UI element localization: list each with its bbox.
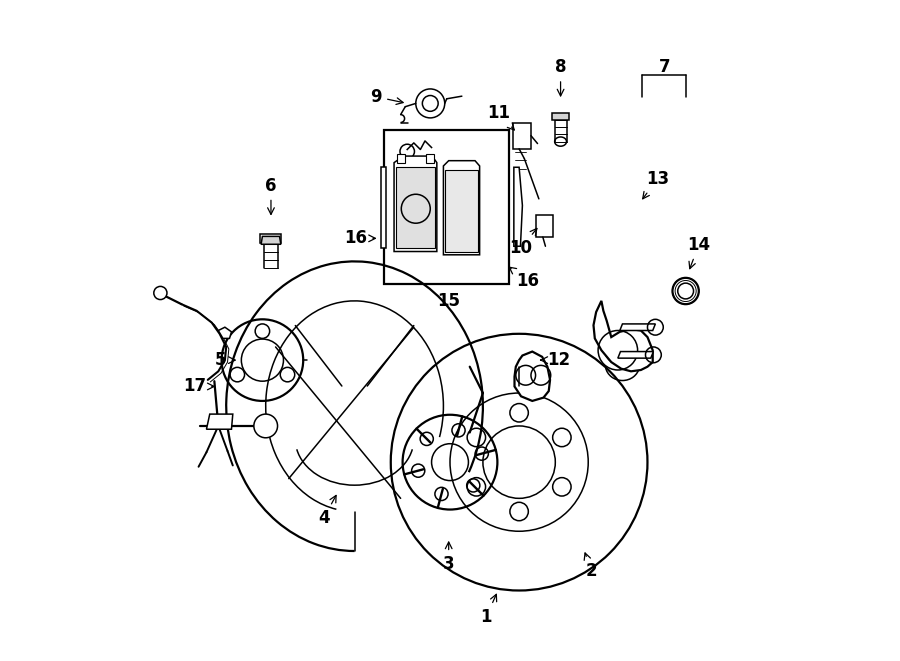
Circle shape: [154, 286, 167, 299]
Text: 3: 3: [443, 542, 454, 573]
Text: 16: 16: [509, 267, 539, 290]
Text: 14: 14: [688, 236, 710, 268]
Polygon shape: [397, 154, 405, 163]
Polygon shape: [396, 167, 435, 249]
Text: 13: 13: [643, 170, 669, 199]
Text: 8: 8: [554, 58, 566, 96]
Polygon shape: [206, 414, 233, 429]
Bar: [384, 130, 509, 284]
Polygon shape: [444, 161, 480, 254]
Polygon shape: [617, 352, 653, 358]
Text: 2: 2: [584, 553, 598, 580]
Text: 4: 4: [318, 496, 336, 527]
Polygon shape: [381, 167, 386, 249]
Polygon shape: [219, 327, 231, 338]
Polygon shape: [512, 122, 531, 149]
Polygon shape: [536, 215, 554, 237]
Text: 9: 9: [371, 88, 403, 106]
Text: 7: 7: [659, 58, 670, 76]
Polygon shape: [446, 170, 478, 252]
Polygon shape: [261, 237, 281, 245]
Polygon shape: [620, 324, 655, 330]
Text: 6: 6: [266, 176, 276, 214]
Text: 17: 17: [183, 377, 214, 395]
Text: 15: 15: [437, 292, 460, 310]
Text: 5: 5: [215, 351, 235, 369]
Polygon shape: [260, 234, 282, 243]
Polygon shape: [593, 301, 652, 371]
Circle shape: [254, 414, 277, 438]
Polygon shape: [552, 113, 569, 120]
Text: 16: 16: [345, 229, 375, 247]
Polygon shape: [426, 154, 434, 163]
Text: 12: 12: [541, 351, 571, 369]
Polygon shape: [515, 352, 550, 401]
Polygon shape: [514, 167, 522, 247]
Text: 1: 1: [481, 594, 497, 626]
Polygon shape: [394, 156, 436, 252]
Text: 10: 10: [509, 229, 537, 257]
Text: 11: 11: [487, 104, 514, 130]
